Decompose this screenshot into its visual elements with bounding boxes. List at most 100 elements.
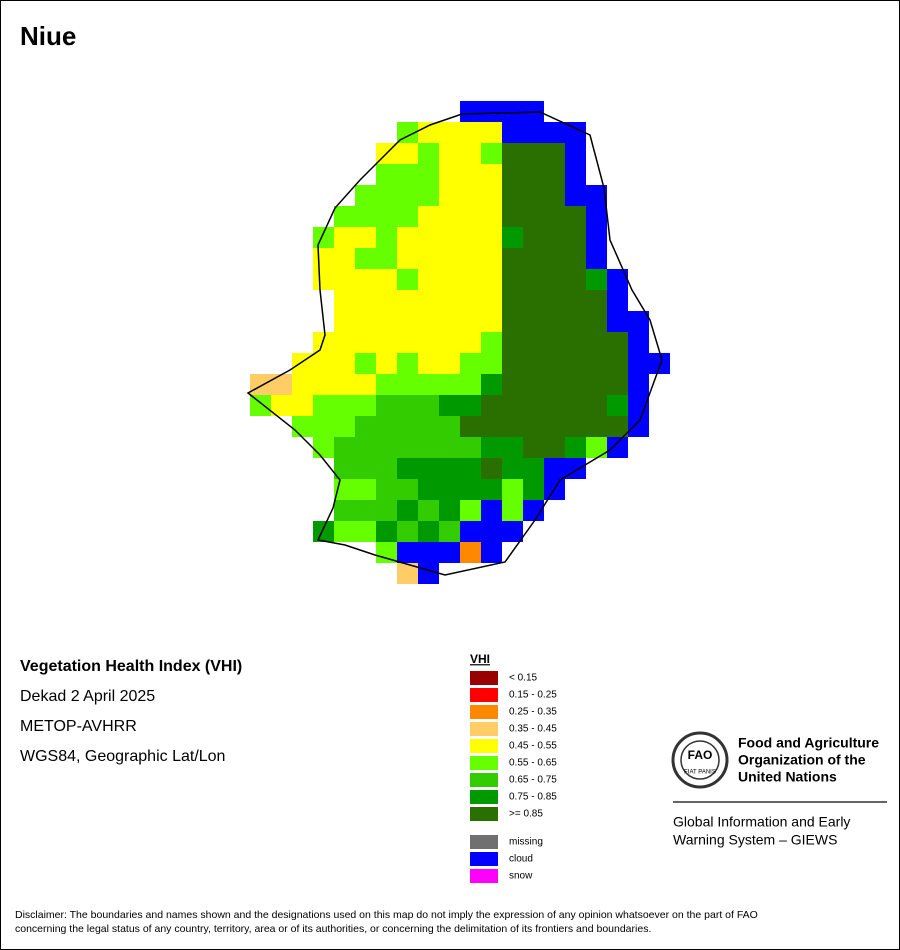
- raster-cell: [439, 122, 460, 143]
- raster-cell: [460, 185, 481, 206]
- legend-swatch: [470, 688, 498, 702]
- raster-cell: [481, 143, 502, 164]
- raster-cell: [355, 290, 376, 311]
- raster-cell: [376, 416, 397, 437]
- raster-cell: [376, 311, 397, 332]
- raster-cell: [376, 521, 397, 542]
- raster-cell: [544, 437, 565, 458]
- raster-cell: [544, 185, 565, 206]
- raster-cell: [523, 437, 544, 458]
- raster-cell: [628, 353, 649, 374]
- org-name: United Nations: [738, 769, 837, 785]
- raster-cell: [334, 458, 355, 479]
- raster-cell: [376, 227, 397, 248]
- raster-cell: [376, 500, 397, 521]
- raster-cell: [460, 248, 481, 269]
- raster-cell: [355, 185, 376, 206]
- raster-cell: [607, 395, 628, 416]
- raster-cell: [397, 542, 418, 563]
- raster-cell: [355, 269, 376, 290]
- raster-cell: [334, 332, 355, 353]
- raster-cell: [481, 101, 502, 122]
- raster-cell: [460, 353, 481, 374]
- raster-cell: [355, 353, 376, 374]
- raster-cell: [544, 227, 565, 248]
- raster-cell: [586, 353, 607, 374]
- legend-swatch: [470, 773, 498, 787]
- raster-cell: [397, 521, 418, 542]
- raster-cell: [607, 269, 628, 290]
- raster-cell: [460, 437, 481, 458]
- raster-cell: [376, 269, 397, 290]
- legend-swatch: [470, 869, 498, 883]
- system-name: Warning System – GIEWS: [673, 832, 837, 848]
- raster-cell: [397, 227, 418, 248]
- raster-cell: [481, 458, 502, 479]
- raster-cell: [397, 332, 418, 353]
- raster-cell: [586, 332, 607, 353]
- raster-cell: [523, 479, 544, 500]
- raster-cell: [355, 395, 376, 416]
- raster-cell: [292, 374, 313, 395]
- raster-cell: [418, 458, 439, 479]
- raster-cell: [481, 185, 502, 206]
- raster-cell: [586, 290, 607, 311]
- raster-cell: [334, 311, 355, 332]
- raster-cell: [544, 458, 565, 479]
- raster-cell: [586, 374, 607, 395]
- raster-cell: [502, 122, 523, 143]
- legend-label: missing: [509, 837, 543, 848]
- raster-cell: [418, 185, 439, 206]
- raster-cell: [502, 185, 523, 206]
- raster-cell: [523, 143, 544, 164]
- disclaimer: concerning the legal status of any count…: [15, 923, 651, 935]
- raster-cell: [502, 206, 523, 227]
- raster-cell: [523, 500, 544, 521]
- raster-cell: [502, 353, 523, 374]
- raster-cell: [460, 311, 481, 332]
- raster-cell: [523, 353, 544, 374]
- raster-cell: [523, 164, 544, 185]
- raster-cell: [586, 395, 607, 416]
- raster-cell: [460, 206, 481, 227]
- logo-motto: FIAT PANIS: [684, 770, 716, 776]
- raster-cell: [523, 248, 544, 269]
- raster-cell: [565, 311, 586, 332]
- raster-cell: [376, 458, 397, 479]
- raster-cell: [439, 332, 460, 353]
- info-line: Vegetation Health Index (VHI): [20, 658, 242, 675]
- raster-cell: [523, 122, 544, 143]
- raster-cell: [313, 269, 334, 290]
- raster-cell: [397, 164, 418, 185]
- raster-cell: [439, 500, 460, 521]
- raster-cell: [418, 227, 439, 248]
- raster-cell: [376, 542, 397, 563]
- raster-cell: [250, 395, 271, 416]
- raster-cell: [481, 122, 502, 143]
- raster-cell: [313, 248, 334, 269]
- raster-cell: [565, 227, 586, 248]
- raster-cell: [418, 290, 439, 311]
- raster-cell: [586, 311, 607, 332]
- raster-cell: [250, 374, 271, 395]
- legend-label: 0.55 - 0.65: [509, 758, 557, 769]
- raster-cell: [460, 143, 481, 164]
- raster-cell: [544, 290, 565, 311]
- raster-cell: [460, 542, 481, 563]
- raster-cell: [586, 269, 607, 290]
- raster-cell: [376, 248, 397, 269]
- raster-cell: [481, 290, 502, 311]
- raster-cell: [439, 248, 460, 269]
- raster-cell: [481, 479, 502, 500]
- legend-label: 0.65 - 0.75: [509, 775, 557, 786]
- legend-swatch: [470, 807, 498, 821]
- raster-cell: [397, 290, 418, 311]
- raster-cell: [418, 248, 439, 269]
- legend-label: 0.25 - 0.35: [509, 707, 557, 718]
- info-line: WGS84, Geographic Lat/Lon: [20, 748, 225, 765]
- legend-label: cloud: [509, 854, 533, 865]
- legend-title: VHI: [470, 652, 490, 666]
- raster-cell: [397, 395, 418, 416]
- raster-cell: [544, 269, 565, 290]
- raster-cell: [565, 185, 586, 206]
